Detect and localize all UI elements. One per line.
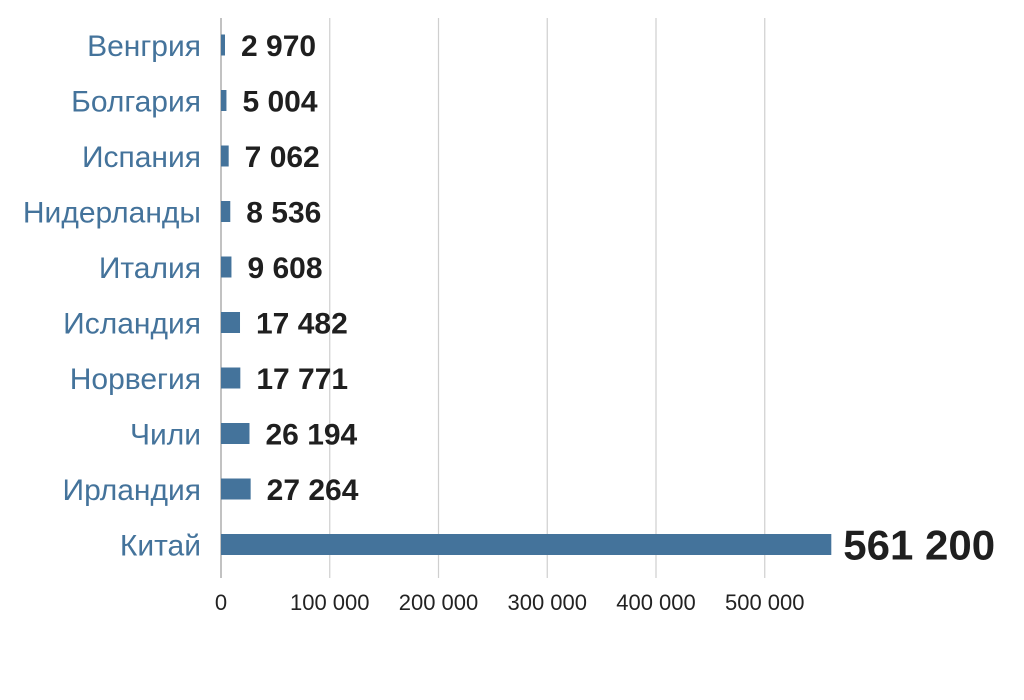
value-label-2: 5 004 [242, 86, 317, 119]
bar-1 [221, 34, 225, 56]
value-label-9: 27 264 [267, 474, 359, 507]
category-label-9: Ирландия [63, 474, 202, 507]
value-label-8: 26 194 [265, 419, 357, 452]
x-tick-label-2: 200 000 [399, 590, 479, 615]
x-tick-label-1: 100 000 [290, 590, 370, 615]
category-label-5: Италия [99, 252, 201, 285]
value-label-4: 8 536 [246, 197, 321, 230]
x-axis-ticks: 0 100 000 200 000 300 000 400 000 500 000 [215, 590, 805, 615]
bar-6 [221, 312, 241, 333]
value-label-1: 2 970 [241, 30, 316, 63]
bar-8 [221, 423, 250, 444]
category-label-4: Нидерланды [23, 197, 201, 230]
value-labels: 2 970 5 004 7 062 8 536 9 608 17 482 17 771 26 … [241, 30, 995, 569]
category-label-3: Испания [82, 141, 201, 174]
value-label-10: 561 200 [843, 522, 995, 569]
category-label-6: Исландия [63, 308, 201, 341]
category-label-7: Норвегия [70, 363, 201, 396]
bar-9 [221, 478, 251, 500]
value-label-3: 7 062 [245, 141, 320, 174]
x-tick-label-0: 0 [215, 590, 227, 615]
x-tick-label-3: 300 000 [507, 590, 587, 615]
bars [221, 34, 832, 555]
bar-10 [221, 534, 832, 555]
bar-4 [221, 201, 231, 222]
bar-5 [221, 256, 232, 278]
bar-3 [221, 145, 229, 167]
category-label-8: Чили [130, 419, 201, 452]
x-tick-label-5: 500 000 [725, 590, 805, 615]
category-label-1: Венгрия [87, 30, 201, 63]
value-label-5: 9 608 [247, 252, 322, 285]
bar-2 [221, 90, 227, 111]
category-label-2: Болгария [71, 86, 201, 119]
category-label-10: Китай [120, 530, 201, 563]
bar-7 [221, 367, 241, 389]
x-tick-label-4: 400 000 [616, 590, 696, 615]
value-label-6: 17 482 [256, 308, 348, 341]
value-label-7: 17 771 [256, 363, 348, 396]
category-labels: Венгрия Болгария Испания Нидерланды Италия Ис… [23, 30, 201, 563]
